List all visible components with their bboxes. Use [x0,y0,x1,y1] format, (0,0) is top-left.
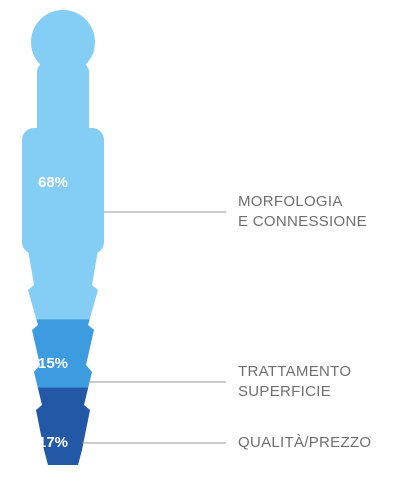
category-label: TRATTAMENTO [238,363,351,380]
category-label: E CONNESSIONE [238,213,367,230]
category-label: SUPERFICIE [238,383,331,400]
segment [0,10,130,320]
value-label: 17% [38,434,68,451]
chart: 68% MORFOLOGIA E CONNESSIONE 15% TRATTAMENTO… [0,0,401,480]
segment [0,319,130,388]
value-label: 68% [38,174,68,191]
implant [0,10,130,465]
value-label: 15% [38,355,68,372]
category-label: QUALITÀ/PREZZO [238,434,371,451]
segment [0,388,130,465]
category-label: MORFOLOGIA [238,193,343,210]
